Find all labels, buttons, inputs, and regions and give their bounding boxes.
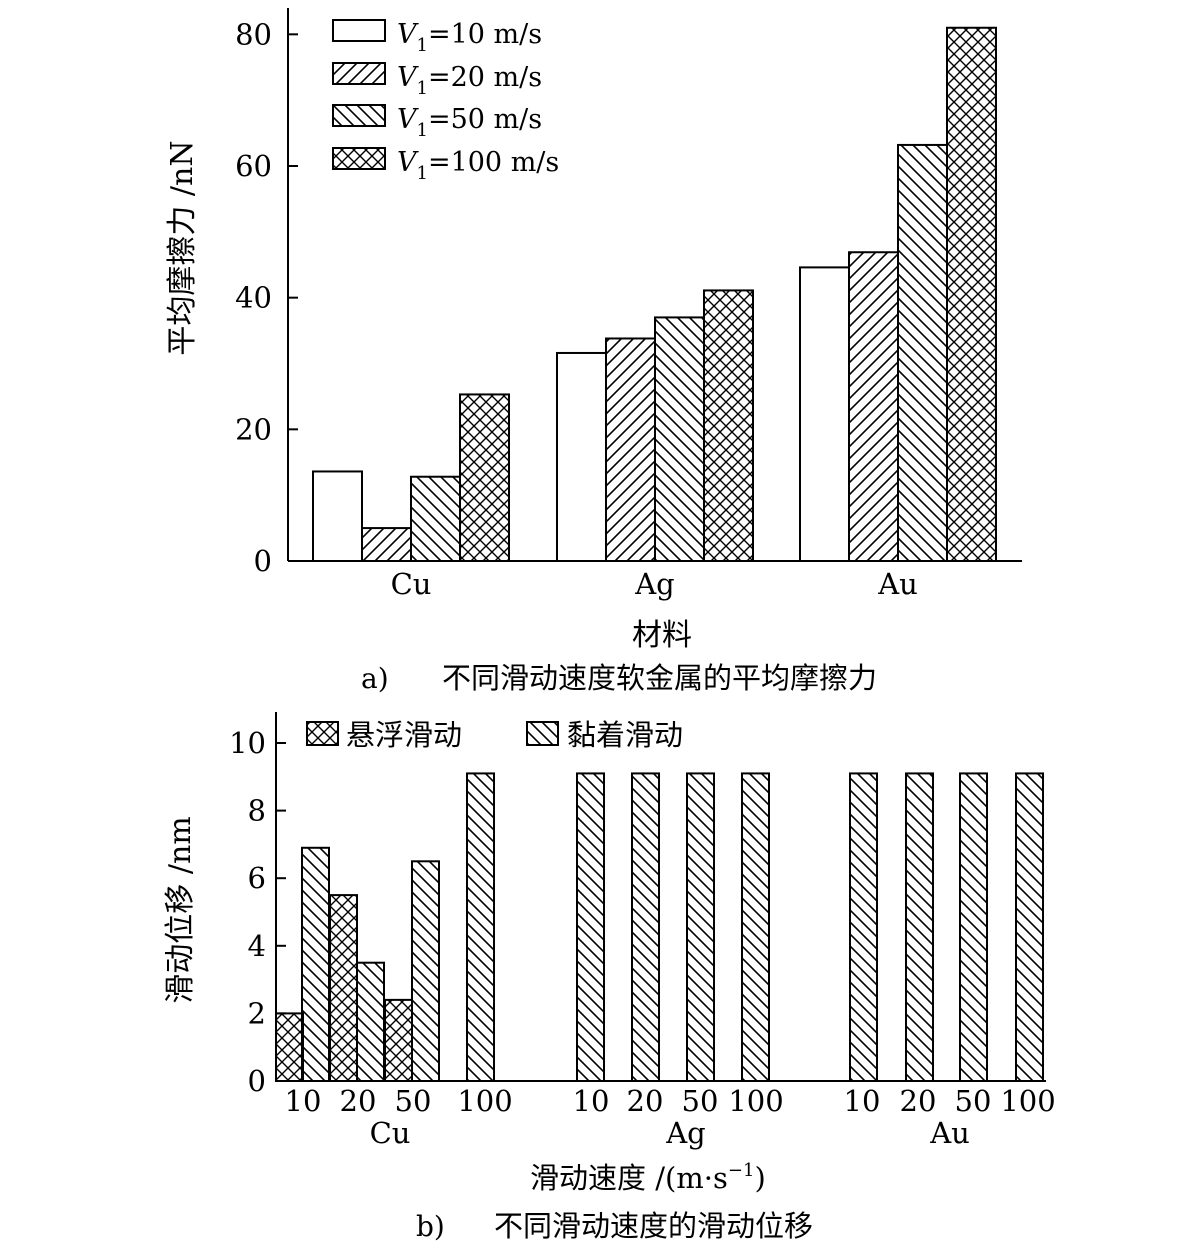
speed-label-cu-10: 10 (285, 1084, 322, 1118)
material-label-ag: Ag (665, 1116, 706, 1150)
bar-cu-50-adhesion (411, 860, 440, 1082)
chart-b-caption: b) 不同滑动速度的滑动位移 (416, 1209, 813, 1243)
bar-cu-50-suspension (384, 998, 413, 1083)
chart-a-x-axis-label: 材料 (632, 618, 692, 653)
chart-b-x-axis-label: 滑动速度 /(m·s−1) (530, 1160, 766, 1195)
y-tick-label: 20 (235, 412, 272, 446)
bar-au-1 (799, 266, 850, 562)
bar-ag-20-adhesion (631, 772, 660, 1082)
y-tick-label: 4 (248, 929, 266, 963)
bar-cu-20-suspension (329, 894, 358, 1082)
chart-b-caption-text: 不同滑动速度的滑动位移 (494, 1209, 813, 1243)
y-tick-label: 8 (248, 794, 266, 828)
legend-item-v100: V1=100 m/s (332, 147, 559, 184)
bar-au-50-adhesion (959, 772, 988, 1082)
y-tick-label: 40 (235, 281, 272, 315)
x-tick-label-ag: Ag (634, 567, 675, 601)
bar-ag-2 (605, 337, 656, 562)
legend-label-v100: V1=100 m/s (397, 147, 559, 184)
bar-au-3 (897, 143, 948, 563)
x-tick-label-au: Au (877, 567, 918, 601)
speed-label-cu-100: 100 (457, 1084, 512, 1118)
bar-cu-100-adhesion (466, 772, 495, 1082)
bar-au-2 (848, 251, 899, 562)
chart-a-caption-text: 不同滑动速度软金属的平均摩擦力 (442, 661, 877, 695)
chart-a-x-tick-labels: Cu Ag Au (391, 567, 918, 601)
legend-item-adhesion: 黏着滑动 (526, 718, 683, 752)
speed-label-au-20: 20 (900, 1084, 937, 1118)
bar-cu-10-adhesion (301, 846, 330, 1083)
legend-item-v10: V1=10 m/s (332, 19, 542, 56)
bar-ag-10-adhesion (576, 772, 605, 1082)
chart-a: 0 20 40 60 80 Cu Ag Au 平均摩擦力 /nN 材料 a) 不同滑动速度软… (165, 8, 1022, 695)
bar-ag-3 (654, 316, 705, 562)
legend-label-v50: V1=50 m/s (397, 104, 542, 141)
legend-label-v10: V1=10 m/s (397, 19, 542, 56)
legend-swatch-v10 (332, 19, 386, 42)
bar-cu-20-adhesion (356, 961, 385, 1083)
legend-label-suspension: 悬浮滑动 (346, 718, 462, 752)
chart-a-y-axis-label: 平均摩擦力 /nN (165, 140, 200, 355)
chart-b-caption-label: b) (416, 1210, 445, 1243)
material-label-au: Au (929, 1116, 970, 1150)
legend-label-v20: V1=20 m/s (397, 62, 542, 99)
chart-b-bars (275, 772, 1044, 1083)
y-tick-label: 60 (235, 149, 272, 183)
legend-swatch-v50 (332, 104, 386, 127)
y-tick-label: 6 (248, 861, 266, 895)
speed-label-cu-20: 20 (340, 1084, 377, 1118)
legend-swatch-v20 (332, 62, 386, 85)
chart-a-caption-label: a) (361, 662, 389, 695)
bar-au-20-adhesion (905, 772, 934, 1082)
y-tick-label: 80 (235, 17, 272, 51)
y-tick-label: 0 (254, 544, 272, 578)
bar-cu-1 (312, 470, 363, 563)
speed-label-au-50: 50 (955, 1084, 992, 1118)
speed-label-ag-20: 20 (627, 1084, 664, 1118)
bar-ag-50-adhesion (686, 772, 715, 1082)
legend-item-v20: V1=20 m/s (332, 62, 542, 99)
y-tick-label: 10 (229, 726, 266, 760)
bar-au-10-adhesion (849, 772, 878, 1082)
legend-swatch-suspension (306, 721, 339, 746)
bar-ag-1 (556, 351, 607, 563)
material-label-cu: Cu (370, 1116, 411, 1150)
speed-label-au-100: 100 (1000, 1084, 1055, 1118)
chart-b-y-ticks: 0 2 4 6 8 10 (229, 726, 286, 1098)
chart-a-y-ticks: 0 20 40 60 80 (235, 17, 298, 578)
bar-ag-4 (703, 289, 754, 562)
speed-label-ag-10: 10 (573, 1084, 610, 1118)
bar-cu-4 (459, 393, 510, 563)
y-tick-label: 2 (248, 996, 266, 1030)
chart-a-caption: a) 不同滑动速度软金属的平均摩擦力 (361, 661, 877, 695)
speed-label-ag-50: 50 (682, 1084, 719, 1118)
legend-swatch-adhesion (526, 721, 559, 746)
bar-cu-10-suspension (275, 1012, 304, 1083)
x-tick-label-cu: Cu (391, 567, 432, 601)
chart-b-y-axis-label: 滑动位移 /nm (163, 816, 198, 1003)
chart-b-legend: 悬浮滑动 黏着滑动 (306, 718, 683, 752)
speed-label-ag-100: 100 (728, 1084, 783, 1118)
bar-cu-2 (361, 527, 412, 562)
bar-cu-3 (410, 475, 461, 563)
legend-item-suspension: 悬浮滑动 (306, 718, 462, 752)
bar-au-4 (946, 26, 997, 562)
legend-label-adhesion: 黏着滑动 (567, 718, 683, 752)
speed-label-cu-50: 50 (395, 1084, 432, 1118)
y-tick-label: 0 (248, 1064, 266, 1098)
bar-ag-100-adhesion (741, 772, 770, 1082)
legend-item-v50: V1=50 m/s (332, 104, 542, 141)
speed-label-au-10: 10 (844, 1084, 881, 1118)
chart-a-bars (312, 26, 997, 563)
legend-swatch-v100 (332, 147, 386, 170)
chart-a-legend: V1=10 m/s V1=20 m/s V1=50 m/s V1=100 m/s (332, 19, 559, 184)
bar-au-100-adhesion (1015, 772, 1044, 1082)
